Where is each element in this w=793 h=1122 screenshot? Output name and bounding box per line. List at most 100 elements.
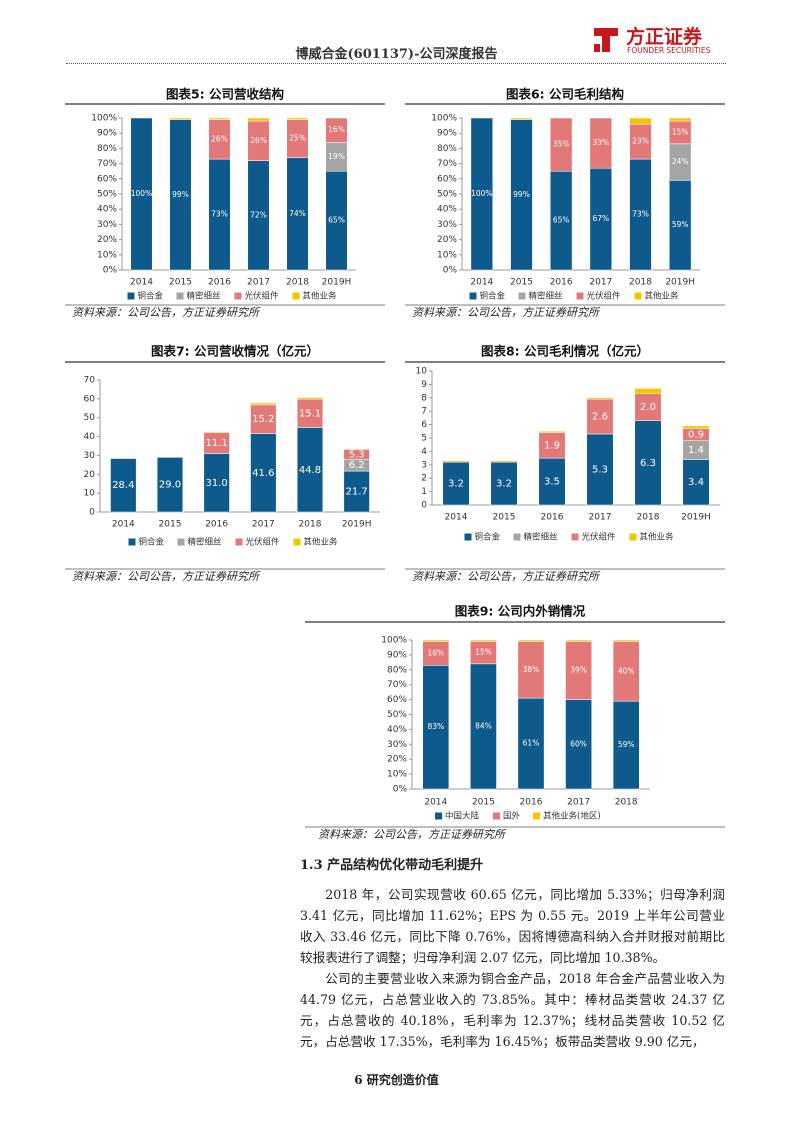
bar-segment (470, 663, 497, 790)
bar-segment (110, 458, 137, 513)
legend-label: 铜合金 (138, 291, 164, 302)
x-tick-label: 2014 (112, 520, 135, 530)
legend-swatch (176, 292, 184, 300)
y-tick-label: 0 (89, 508, 95, 518)
x-tick-label: 2017 (247, 278, 270, 288)
bar-segment (589, 117, 612, 169)
y-tick-label: 80% (97, 144, 117, 154)
legend-swatch (127, 292, 135, 300)
chart-title: 图表8: 公司毛利情况（亿元） (481, 344, 649, 359)
y-tick-label: 30% (97, 220, 117, 230)
legend-label: 其他业务 (304, 537, 339, 548)
bar-segment (110, 457, 137, 459)
bar-segment (682, 459, 710, 506)
y-tick-label: 30% (437, 220, 457, 230)
bar-segment (490, 460, 518, 463)
data-label: 73% (211, 210, 228, 219)
y-tick-label: 4 (421, 447, 427, 457)
data-label: 5.3 (592, 464, 608, 475)
y-tick-label: 30 (84, 451, 96, 461)
y-tick-label: 10 (416, 367, 428, 377)
legend-label: 精密细丝 (529, 291, 564, 302)
paragraph: 2018 年，公司实现营收 60.65 亿元，同比增加 5.33%；归母净利润 … (300, 887, 725, 965)
y-tick-label: 6 (421, 420, 427, 430)
x-tick-label: 2017 (589, 278, 612, 288)
y-tick-label: 40 (84, 432, 96, 442)
x-tick-label: 2018 (637, 513, 660, 523)
legend-swatch (493, 812, 500, 820)
y-tick-label: 1 (421, 487, 427, 497)
legend-label: 光伏组件 (246, 537, 281, 548)
bar-segment (296, 397, 324, 400)
footer: 6 研究创造价值 (0, 1071, 793, 1088)
data-label: 6.2 (349, 460, 365, 471)
bar-segment (565, 641, 592, 700)
y-tick-label: 60% (387, 695, 407, 705)
bar-segment (156, 456, 184, 458)
data-label: 19% (328, 152, 345, 161)
y-tick-label: 50% (97, 190, 117, 200)
header-title: 博威合金(601137)-公司深度报告 (295, 47, 498, 62)
data-label: 16% (427, 648, 444, 657)
bar-segment (470, 117, 493, 271)
legend-label: 精密细丝 (187, 291, 222, 302)
legend-swatch (128, 538, 136, 546)
legend-label: 其他业务 (640, 532, 675, 543)
x-tick-label: 2019H (342, 520, 372, 530)
x-tick-label: 2018 (286, 278, 309, 288)
legend-label: 中国大陆 (445, 811, 480, 822)
bar-segment (296, 398, 324, 428)
data-label: 3.5 (544, 477, 560, 488)
y-tick-label: 9 (421, 380, 427, 390)
data-label: 39% (570, 666, 587, 675)
legend-swatch (293, 538, 301, 546)
y-tick-label: 100% (381, 636, 407, 646)
y-tick-label: 30% (387, 740, 407, 750)
data-label: 25% (289, 134, 306, 143)
x-tick-label: 2015 (472, 798, 495, 808)
logo-name: 方正证券 (626, 26, 703, 48)
data-label: 3.2 (448, 479, 464, 490)
x-tick-label: 2015 (159, 520, 182, 530)
y-tick-label: 70% (387, 680, 407, 690)
x-tick-label: 2016 (205, 520, 228, 530)
legend-label: 其他业务 (303, 291, 338, 302)
x-tick-label: 2019H (681, 513, 711, 523)
data-label: 60% (570, 739, 587, 748)
bar-segment (586, 397, 614, 400)
bar-segment (247, 117, 270, 122)
legend-swatch (177, 538, 185, 546)
bar-segment (250, 402, 277, 406)
y-tick-label: 90% (437, 129, 457, 139)
x-tick-label: 2015 (510, 278, 533, 288)
data-label: 1.4 (688, 445, 704, 456)
data-label: 16% (328, 125, 345, 134)
bar-segment (250, 404, 277, 434)
bar-segment (517, 641, 545, 699)
bar-segment (470, 639, 497, 642)
source: 资料来源：公司公告，方正证券研究所 (412, 570, 601, 583)
bar-segment (550, 117, 573, 172)
data-label: 0.9 (688, 430, 704, 441)
bar-segment (203, 453, 230, 513)
x-tick-label: 2017 (567, 798, 590, 808)
y-tick-label: 20% (97, 235, 117, 245)
data-label: 72% (250, 210, 267, 219)
data-label: 59% (618, 740, 635, 749)
bar-segment (634, 393, 662, 421)
legend-swatch (464, 533, 472, 541)
logo: 方正证券 FOUNDER SECURITIES (590, 22, 720, 58)
bar-segment (250, 433, 277, 513)
bar-segment (612, 641, 640, 702)
y-tick-label: 60% (437, 174, 457, 184)
data-label: 74% (289, 209, 306, 218)
y-tick-label: 5 (421, 434, 427, 444)
data-label: 24% (672, 157, 689, 166)
x-tick-label: 2015 (493, 513, 516, 523)
data-label: 100% (471, 189, 492, 198)
data-label: 44.8 (299, 465, 321, 476)
legend-swatch (629, 533, 637, 541)
legend-label: 光伏组件 (245, 291, 280, 302)
bar-segment (669, 117, 692, 122)
